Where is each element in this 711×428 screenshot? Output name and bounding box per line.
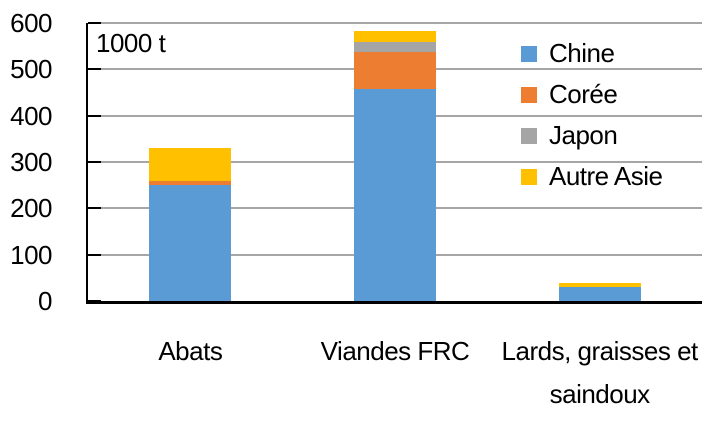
bar-viandes-frc: [354, 30, 436, 301]
legend-label: Corée: [549, 79, 618, 109]
legend-label: Autre Asie: [549, 161, 663, 191]
legend-item-japon: Japon: [521, 115, 663, 156]
y-axis-label: 100: [10, 239, 52, 270]
legend-swatch-autre-asie: [521, 168, 537, 185]
bar-lards-graisses-et-saindoux: [558, 282, 641, 301]
y-tick: [88, 161, 101, 163]
gridline: [88, 22, 702, 24]
bar-segment-autre-asie: [354, 30, 436, 43]
legend-item-chine: Chine: [521, 33, 663, 74]
bar-segment-coree: [354, 51, 436, 89]
y-axis-label: 400: [10, 100, 52, 131]
legend-swatch-japon: [521, 127, 537, 144]
y-axis-label: 600: [10, 8, 52, 38]
unit-label: 1000 t: [96, 28, 166, 58]
bar-abats: [149, 147, 232, 301]
legend-swatch-chine: [521, 45, 537, 62]
y-tick: [88, 253, 101, 256]
bar-segment-coree: [149, 181, 232, 186]
bar-segment-japon: [354, 42, 436, 52]
legend-label: Chine: [549, 38, 615, 68]
x-axis-label: Lards, graisses et saindoux: [501, 336, 699, 409]
y-tick: [88, 300, 101, 302]
y-tick: [88, 207, 101, 210]
y-axis: 0 100 200 300 400 500 600: [0, 0, 52, 428]
bar-segment-chine: [354, 88, 436, 301]
plot-area: 1000 t: [86, 22, 702, 304]
x-axis-label: Viandes FRC: [320, 336, 470, 366]
bar-segment-autre-asie: [558, 282, 641, 288]
y-axis-label: 200: [10, 193, 52, 224]
legend: Chine Corée Japon Autre Asie: [521, 33, 663, 197]
y-axis-label: 300: [10, 147, 52, 177]
legend-swatch-coree: [521, 86, 537, 103]
bar-segment-autre-asie: [149, 147, 232, 182]
y-axis-label: 0: [38, 286, 52, 316]
legend-label: Japon: [549, 120, 618, 150]
bar-segment-chine: [149, 185, 232, 301]
y-tick: [88, 114, 101, 117]
y-tick: [88, 22, 101, 24]
y-axis-label: 500: [10, 54, 52, 85]
legend-item-coree: Corée: [521, 74, 663, 115]
x-axis-label: Abats: [158, 336, 223, 366]
legend-item-autre-asie: Autre Asie: [521, 156, 663, 197]
x-axis: Abats Viandes FRC Lards, graisses et saind…: [0, 330, 711, 428]
bar-segment-chine: [558, 287, 641, 301]
y-tick: [88, 68, 101, 71]
